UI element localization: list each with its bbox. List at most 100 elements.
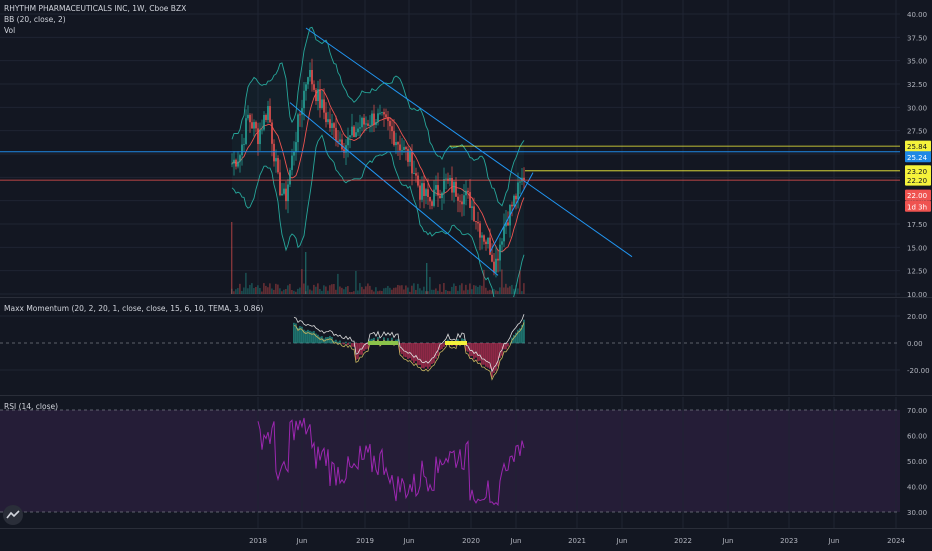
candle-body (329, 119, 331, 128)
candle-body (481, 235, 483, 237)
candle-body (245, 118, 247, 144)
rsi-tick-label: 50.00 (907, 458, 927, 466)
volume-bar (519, 271, 520, 294)
momentum-bar (343, 343, 344, 344)
candle-body (433, 190, 435, 206)
momentum-bar (487, 343, 488, 368)
candle-body (265, 115, 267, 120)
volume-bar (407, 288, 408, 294)
momentum-bar (407, 343, 408, 359)
volume-bar (345, 287, 346, 294)
candle-body (263, 115, 265, 130)
price-badge-label: 25.84 (907, 143, 928, 151)
candle-body (377, 113, 379, 122)
candle-body (239, 155, 241, 161)
volume-bar (351, 292, 352, 294)
candle-body (375, 122, 377, 125)
volume-bar (455, 286, 456, 294)
momentum-bar (427, 343, 428, 369)
candle-body (309, 70, 311, 77)
momentum-tick-label: -20.00 (907, 367, 930, 375)
momentum-bar (405, 343, 406, 357)
candle-body (495, 259, 497, 273)
candle-body (385, 114, 387, 117)
candle-body (429, 197, 431, 201)
volume-bar (311, 291, 312, 294)
candle-body (413, 173, 415, 174)
price-tick-label: 40.00 (907, 11, 927, 19)
volume-bar (277, 285, 278, 294)
volume-bar (403, 289, 404, 294)
candle-body (323, 99, 325, 112)
momentum-bar (317, 335, 318, 344)
volume-bar (521, 291, 522, 294)
volume-bar (241, 291, 242, 294)
candle-body (411, 151, 413, 174)
volume-bar (297, 289, 298, 294)
momentum-bar (313, 331, 314, 343)
time-tick-label: Jun (296, 537, 308, 545)
momentum-bar (345, 342, 346, 344)
momentum-tick-label: 0.00 (907, 340, 923, 348)
volume-bar (435, 288, 436, 294)
volume-bar (231, 222, 232, 294)
candle-body (499, 245, 501, 261)
candle-body (477, 222, 479, 223)
candle-body (407, 149, 409, 162)
volume-bar (441, 292, 442, 294)
volume-bar (253, 288, 254, 294)
candle-body (507, 222, 509, 225)
volume-bar (417, 284, 418, 294)
volume-bar (363, 289, 364, 294)
momentum-bar (425, 343, 426, 367)
volume-bar (426, 263, 427, 294)
volume-bar (337, 274, 338, 294)
volume-bar (485, 288, 486, 294)
price-pane[interactable]: 40.0037.5035.0032.5030.0027.5025.0022.50… (0, 0, 932, 298)
candle-body (401, 150, 403, 151)
momentum-bar (341, 343, 342, 344)
volume-bar (517, 288, 518, 294)
momentum-marker (445, 341, 467, 345)
volume-bar (323, 285, 324, 294)
candle-body (243, 144, 245, 145)
candle-body (389, 121, 391, 126)
rsi-tick-label: 30.00 (907, 509, 927, 517)
volume-bar (281, 291, 282, 294)
candle-body (233, 160, 235, 164)
momentum-bar (419, 343, 420, 365)
volume-bar (473, 285, 474, 294)
price-chart[interactable]: 40.0037.5035.0032.5030.0027.5025.0022.50… (0, 0, 932, 298)
candle-body (241, 145, 243, 156)
volume-bar (487, 291, 488, 294)
volume-bar (421, 290, 422, 294)
candle-body (417, 176, 419, 186)
candle-body (489, 238, 491, 255)
volume-bar (285, 289, 286, 294)
candle-body (487, 238, 489, 244)
tradingview-logo-icon[interactable] (3, 505, 23, 525)
time-tick-label: Jun (722, 537, 734, 545)
volume-bar (283, 290, 284, 294)
candle-body (457, 197, 459, 201)
rsi-tick-label: 70.00 (907, 407, 927, 415)
momentum-bar (475, 343, 476, 358)
volume-bar (233, 291, 234, 294)
candle-body (347, 137, 349, 145)
volume-bar (483, 270, 484, 294)
volume-bar (423, 287, 424, 294)
volume-bar (513, 289, 514, 294)
volume-bar (507, 288, 508, 294)
volume-bar (491, 290, 492, 294)
volume-bar (433, 290, 434, 294)
momentum-tick-label: 20.00 (907, 313, 927, 321)
volume-bar (325, 287, 326, 294)
momentum-bar (337, 342, 338, 344)
candle-body (501, 241, 503, 244)
candle-body (289, 170, 291, 185)
volume-bar (371, 290, 372, 294)
